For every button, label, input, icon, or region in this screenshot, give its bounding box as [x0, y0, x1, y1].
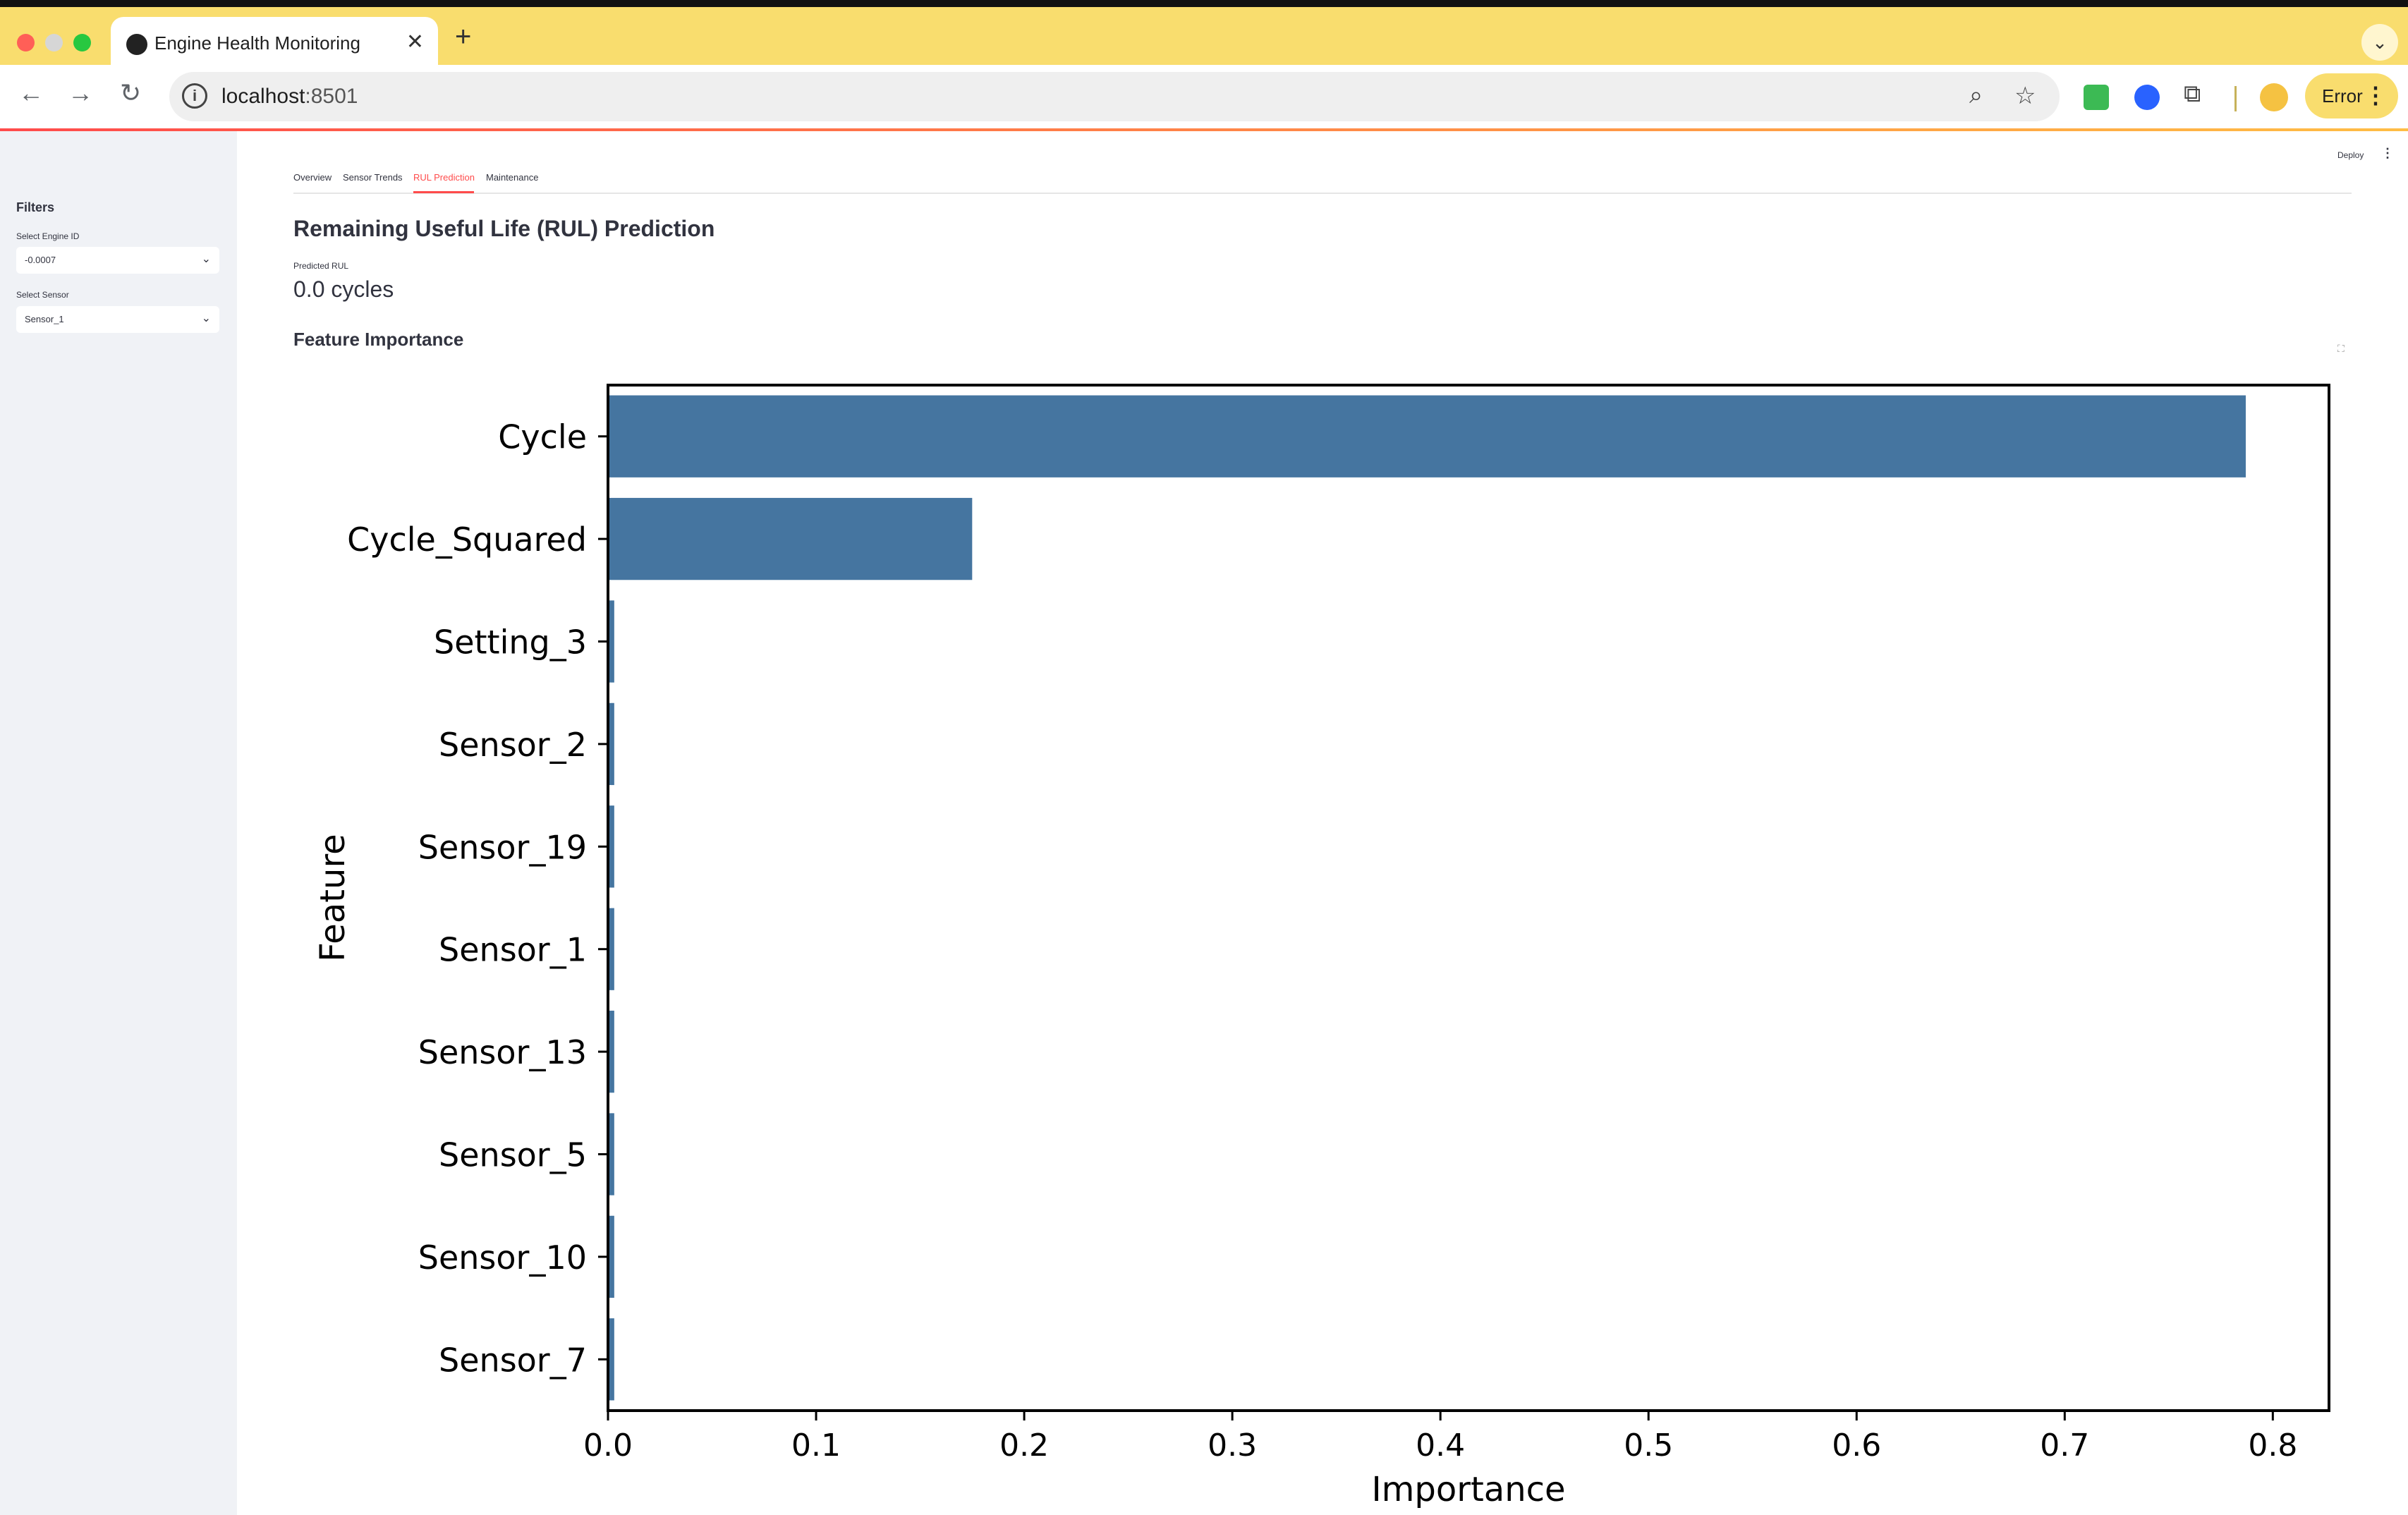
- minimize-window-button[interactable]: [45, 34, 63, 51]
- bar: [608, 497, 973, 580]
- page-title: Remaining Useful Life (RUL) Prediction: [293, 216, 715, 241]
- x-tick-label: 0.3: [1208, 1428, 1257, 1464]
- engine-id-select[interactable]: -0.0007 ⌄: [16, 247, 219, 274]
- y-tick-label: Cycle_Squared: [347, 521, 587, 559]
- bookmark-star-icon[interactable]: ☆: [2014, 83, 2036, 109]
- y-tick-label: Sensor_1: [439, 931, 587, 969]
- bar: [608, 1318, 614, 1401]
- maximize-window-button[interactable]: [73, 34, 91, 51]
- y-tick-label: Sensor_5: [439, 1136, 587, 1174]
- new-tab-icon[interactable]: +: [455, 21, 472, 52]
- site-info-icon[interactable]: i: [182, 83, 207, 109]
- bar: [608, 805, 614, 888]
- extension-green-icon[interactable]: [2084, 85, 2109, 110]
- extension-blue-icon[interactable]: [2134, 85, 2160, 110]
- tab-overview[interactable]: Overview: [293, 172, 332, 183]
- close-window-button[interactable]: [17, 34, 35, 51]
- y-tick-label: Sensor_13: [418, 1033, 587, 1071]
- engine-id-value: -0.0007: [25, 255, 56, 265]
- tab-search-chevron-icon[interactable]: ⌄: [2361, 24, 2398, 61]
- y-tick-label: Sensor_19: [418, 828, 587, 866]
- streamlit-favicon-icon: [126, 34, 147, 55]
- main-menu-icon[interactable]: ⋮: [2381, 146, 2394, 160]
- url-text: localhost:8501: [221, 85, 358, 108]
- browser-menu-icon[interactable]: ⋮: [2364, 83, 2387, 108]
- bar: [608, 1215, 614, 1298]
- tabs-divider: [293, 193, 2352, 194]
- reload-icon[interactable]: ↻: [120, 78, 142, 107]
- forward-icon[interactable]: →: [68, 78, 93, 107]
- profile-error-button[interactable]: Error ⋮: [2305, 73, 2398, 118]
- sensor-value: Sensor_1: [25, 314, 64, 324]
- deploy-button[interactable]: Deploy: [2337, 150, 2364, 160]
- streamlit-header-decoration: [0, 128, 2408, 131]
- metric-label: Predicted RUL: [293, 261, 349, 271]
- x-tick-label: 0.2: [999, 1428, 1049, 1464]
- x-tick-label: 0.7: [2040, 1428, 2089, 1464]
- metric-value: 0.0 cycles: [293, 276, 394, 302]
- tab-rul-prediction[interactable]: RUL Prediction: [413, 172, 475, 183]
- x-tick-label: 0.1: [791, 1428, 841, 1464]
- y-tick-label: Sensor_10: [418, 1239, 587, 1277]
- bar: [608, 1113, 614, 1195]
- fullscreen-icon[interactable]: ⛶: [2337, 343, 2345, 354]
- chevron-down-icon: ⌄: [201, 312, 211, 324]
- x-tick-label: 0.4: [1416, 1428, 1465, 1464]
- tab-close-icon[interactable]: ✕: [406, 30, 424, 54]
- x-tick-label: 0.6: [1832, 1428, 1881, 1464]
- bar: [608, 702, 614, 786]
- x-axis-label: Importance: [1371, 1470, 1565, 1509]
- browser-tab[interactable]: Engine Health Monitoring ✕: [111, 17, 438, 72]
- window-top-strip: [0, 0, 2408, 7]
- y-axis-label: Feature: [313, 834, 353, 961]
- tab-title: Engine Health Monitoring: [154, 32, 360, 54]
- bar: [608, 908, 614, 990]
- bar: [608, 395, 2246, 477]
- bar: [608, 1010, 614, 1093]
- y-tick-label: Cycle: [498, 418, 587, 456]
- y-tick-label: Sensor_2: [439, 726, 587, 764]
- y-tick-label: Setting_3: [434, 623, 587, 662]
- toolbar-separator: [2234, 86, 2237, 111]
- x-tick-label: 0.0: [583, 1428, 633, 1464]
- section-title: Feature Importance: [293, 329, 464, 350]
- sidebar: Filters Select Engine ID -0.0007 ⌄ Selec…: [0, 131, 237, 1515]
- sidebar-heading: Filters: [16, 200, 55, 214]
- tab-maintenance[interactable]: Maintenance: [486, 172, 539, 183]
- x-tick-label: 0.5: [1624, 1428, 1673, 1464]
- tab-sensor-trends[interactable]: Sensor Trends: [343, 172, 403, 183]
- browser-toolbar: ← → ↻ i localhost:8501 ⌕ ☆ ⧉: [0, 65, 2408, 128]
- x-tick-label: 0.8: [2248, 1428, 2297, 1464]
- back-icon[interactable]: ←: [18, 78, 44, 107]
- bar: [608, 600, 614, 683]
- chevron-down-icon: ⌄: [201, 253, 211, 265]
- sensor-select-label: Select Sensor: [16, 290, 69, 300]
- zoom-icon[interactable]: ⌕: [1969, 82, 1983, 109]
- y-tick-label: Sensor_7: [439, 1341, 587, 1379]
- extensions-icon[interactable]: ⧉: [2184, 80, 2201, 107]
- address-bar[interactable]: i localhost:8501 ⌕ ☆: [169, 72, 2060, 121]
- browser-tab-bar: Engine Health Monitoring ✕ + ⌄: [0, 7, 2408, 72]
- sensor-select[interactable]: Sensor_1 ⌄: [16, 306, 219, 333]
- engine-select-label: Select Engine ID: [16, 231, 80, 241]
- profile-avatar[interactable]: [2260, 83, 2288, 111]
- active-tab-indicator: [413, 191, 474, 193]
- plot-frame: [607, 384, 2330, 1412]
